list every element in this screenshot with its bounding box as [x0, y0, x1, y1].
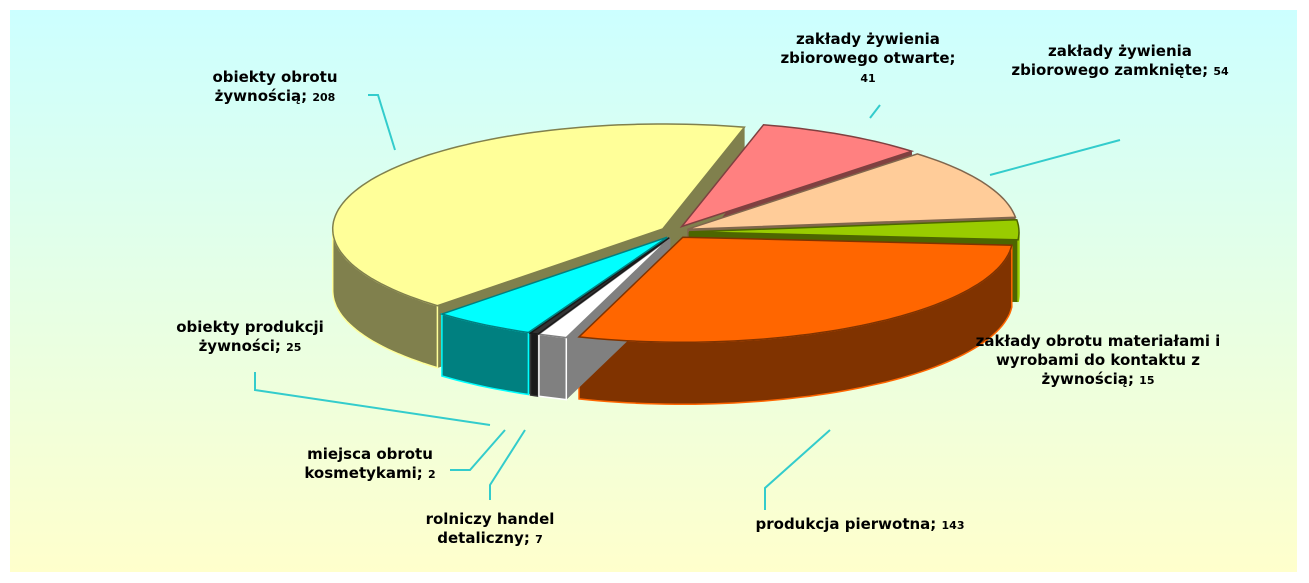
- label-name: zakłady obrotu materiałami i wyrobami do…: [975, 332, 1221, 388]
- label-name: obiekty obrotu żywnością: [212, 68, 338, 105]
- data-label: produkcja pierwotna; 143: [735, 515, 985, 535]
- label-name: zakłady żywienia zbiorowego otwarte: [780, 30, 950, 67]
- label-name: obiekty produkcji żywności: [176, 318, 324, 355]
- label-value: 143: [941, 519, 965, 532]
- label-separator: ;: [930, 515, 942, 533]
- slice-side: [538, 333, 568, 401]
- label-value: 15: [1139, 374, 1155, 387]
- data-label: zakłady żywienia zbiorowego otwarte; 41: [773, 30, 963, 88]
- label-separator: ;: [416, 464, 428, 482]
- label-value: 25: [286, 341, 302, 354]
- leader-line: [450, 429, 506, 471]
- slice: [688, 219, 1020, 241]
- label-name: produkcja pierwotna: [755, 515, 931, 533]
- label-separator: ;: [523, 529, 536, 547]
- slice: [577, 236, 1013, 343]
- data-label: obiekty produkcji żywności; 25: [145, 318, 355, 357]
- label-name: miejsca obrotu kosmetykami: [304, 445, 433, 482]
- label-name: rolniczy handel detaliczny: [425, 510, 555, 547]
- label-value: 7: [535, 533, 543, 546]
- label-separator: ;: [949, 49, 956, 67]
- leader-line: [489, 429, 526, 500]
- leader-line: [368, 94, 396, 151]
- label-separator: ;: [1127, 370, 1140, 388]
- label-separator: ;: [301, 87, 313, 105]
- label-separator: ;: [274, 337, 287, 355]
- leader-line: [989, 139, 1121, 176]
- slice: [331, 123, 746, 307]
- leader-line: [869, 104, 881, 119]
- leader-line: [764, 429, 831, 510]
- leader-line: [254, 372, 491, 426]
- data-label: miejsca obrotu kosmetykami; 2: [275, 445, 465, 484]
- slice: [687, 153, 1017, 230]
- label-name: zakłady żywienia zbiorowego zamknięte: [1011, 42, 1203, 79]
- slice: [439, 236, 668, 334]
- slice-side: [1017, 231, 1020, 302]
- label-value: 2: [428, 468, 436, 481]
- data-label: rolniczy handel detaliczny; 7: [400, 510, 580, 549]
- slice-side: [529, 332, 539, 397]
- data-label: obiekty obrotu żywnością; 208: [170, 68, 380, 107]
- label-value: 208: [312, 91, 336, 104]
- data-label: zakłady obrotu materiałami i wyrobami do…: [963, 332, 1233, 390]
- data-label: zakłady żywienia zbiorowego zamknięte; 5…: [1000, 42, 1240, 81]
- slice: [528, 237, 670, 335]
- slice: [679, 124, 915, 228]
- label-value: 41: [860, 72, 876, 85]
- label-separator: ;: [1202, 61, 1214, 79]
- label-value: 54: [1213, 65, 1229, 78]
